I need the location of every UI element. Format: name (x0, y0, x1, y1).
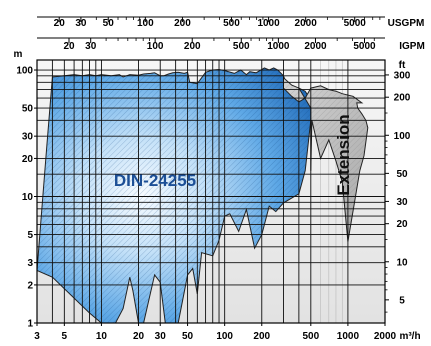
usgpm-axis-unit: USGPM (388, 18, 425, 29)
x-tick-label: 10 (96, 331, 108, 341)
y-tick-label: 50 (22, 104, 34, 115)
igpm-tick-label: 1000 (267, 41, 290, 52)
usgpm-tick-label: 200 (174, 18, 191, 29)
igpm-tick-label: 5000 (353, 41, 376, 52)
y-tick-label: 20 (22, 154, 34, 165)
plot-border (36, 59, 386, 324)
igpm-axis-unit: IGPM (399, 41, 425, 52)
y-tick-label: 2 (27, 280, 33, 291)
series-layer (37, 67, 369, 323)
y-tick-label: 10 (22, 192, 34, 203)
igpm-tick-label: 200 (184, 41, 201, 52)
x-tick-label: 5 (62, 331, 68, 341)
din-24255-label: DIN-24255 (114, 171, 196, 190)
ft-axis-unit: ft (399, 60, 406, 71)
x-tick-label: 500 (302, 331, 319, 341)
y-tick-label: 100 (16, 66, 33, 77)
y-axis-unit: m (14, 49, 23, 60)
ft-tick-label: 10 (396, 257, 408, 268)
igpm-tick-label: 30 (85, 41, 97, 52)
ft-tick-label: 5 (399, 295, 405, 306)
axes-layer: 3 5 10 20 30 50 100 200 500 1000 2000 m³/h123510203… (14, 16, 425, 342)
ft-tick-label: 50 (396, 169, 408, 180)
x-tick-label: 100 (216, 331, 233, 341)
ft-tick-label: 100 (394, 131, 411, 142)
x-tick-label: 2000 (374, 331, 397, 341)
x-tick-label: 200 (253, 331, 270, 341)
usgpm-tick-label: 5000 (344, 18, 367, 29)
igpm-tick-label: 20 (63, 41, 75, 52)
x-tick-label: 50 (182, 331, 194, 341)
y-tick-label: 3 (27, 258, 33, 269)
x-tick-label: 30 (155, 331, 167, 341)
x-tick-label: 3 (34, 331, 40, 341)
usgpm-tick-label: 1000 (257, 18, 280, 29)
x-tick-label: 20 (133, 331, 145, 341)
plot-frame (36, 59, 386, 324)
ft-tick-label: 200 (394, 93, 411, 104)
usgpm-tick-label: 20 (54, 18, 66, 29)
y-tick-label: 5 (27, 230, 33, 241)
usgpm-tick-label: 500 (223, 18, 240, 29)
igpm-tick-label: 2000 (304, 41, 327, 52)
usgpm-tick-label: 30 (75, 18, 87, 29)
ft-tick-label: 20 (396, 219, 408, 230)
x-tick-label: 1000 (337, 331, 360, 341)
ft-tick-label: 300 (394, 70, 411, 81)
grid-major (37, 60, 385, 323)
series-hatch-din-24255 (37, 67, 313, 323)
extension-label: Extension (334, 114, 353, 195)
x-axis-unit: m³/h (399, 331, 420, 341)
series-labels: DIN-24255 Extension (114, 114, 353, 195)
igpm-tick-label: 500 (233, 41, 250, 52)
usgpm-tick-label: 50 (103, 18, 115, 29)
igpm-tick-label: 100 (147, 41, 164, 52)
y-tick-label: 30 (22, 132, 34, 143)
usgpm-tick-label: 100 (137, 18, 154, 29)
ft-tick-label: 30 (396, 197, 408, 208)
series-hatch-extension (283, 77, 368, 242)
y-tick-label: 1 (27, 319, 33, 330)
usgpm-tick-label: 2000 (295, 18, 318, 29)
